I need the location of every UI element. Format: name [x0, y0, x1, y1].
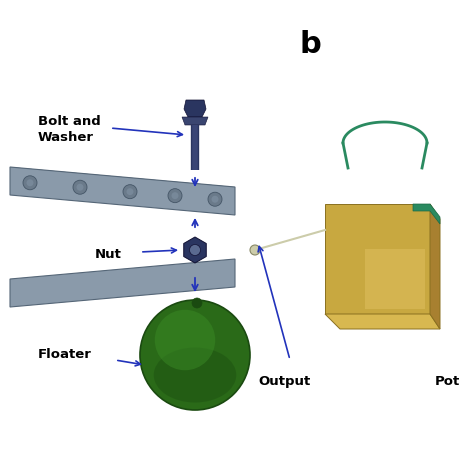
Text: Nut: Nut	[95, 248, 122, 262]
Polygon shape	[10, 167, 235, 195]
Polygon shape	[182, 117, 208, 125]
Polygon shape	[10, 259, 235, 307]
Circle shape	[23, 176, 37, 190]
Circle shape	[190, 245, 201, 255]
Circle shape	[73, 180, 87, 194]
Text: b: b	[299, 30, 321, 59]
Polygon shape	[10, 167, 235, 215]
Circle shape	[123, 185, 137, 199]
Polygon shape	[413, 204, 440, 224]
Text: Bolt and
Washer: Bolt and Washer	[38, 115, 101, 144]
Polygon shape	[325, 314, 440, 329]
Circle shape	[192, 298, 202, 308]
Circle shape	[27, 179, 34, 186]
Circle shape	[208, 192, 222, 206]
Polygon shape	[184, 237, 206, 263]
Polygon shape	[430, 204, 440, 329]
Polygon shape	[325, 204, 430, 314]
Circle shape	[127, 188, 134, 195]
Ellipse shape	[154, 347, 236, 402]
Text: Pot: Pot	[435, 375, 460, 388]
Circle shape	[172, 192, 179, 199]
Circle shape	[250, 245, 260, 255]
Polygon shape	[365, 249, 425, 309]
Circle shape	[168, 189, 182, 203]
Circle shape	[76, 184, 83, 191]
Polygon shape	[184, 100, 206, 117]
Text: Output: Output	[259, 375, 311, 388]
Circle shape	[211, 196, 219, 203]
Circle shape	[140, 300, 250, 410]
Circle shape	[155, 310, 215, 370]
Text: Floater: Floater	[38, 348, 92, 362]
